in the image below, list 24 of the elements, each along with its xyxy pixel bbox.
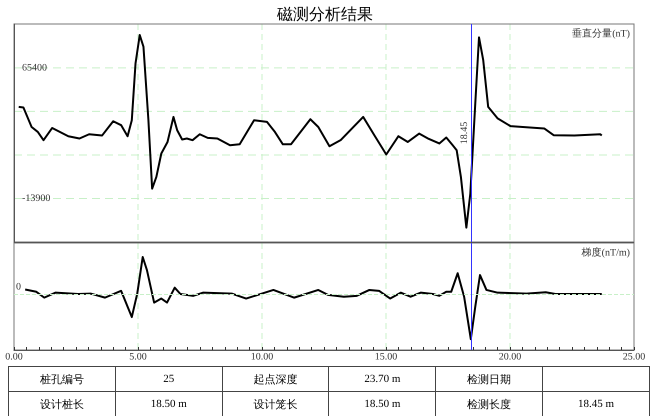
text: 18.50 m — [115, 392, 222, 416]
text: 桩孔编号 — [8, 366, 116, 392]
x-tick-label: 20.00 — [498, 352, 522, 362]
y-tick-label: -13900 — [22, 193, 50, 204]
x-tick-label: 15.00 — [374, 352, 398, 362]
text: 起点深度 — [222, 366, 329, 392]
text: 检测长度 — [436, 392, 543, 416]
x-tick-label: 0.00 — [5, 352, 23, 362]
chart-title: 磁测分析结果 — [276, 6, 373, 24]
text: 检测日期 — [436, 366, 543, 392]
x-tick-label: 25.00 — [622, 352, 646, 362]
ref-line-label: 0 — [16, 282, 21, 293]
text: 23.70 m — [328, 366, 436, 392]
ref-line-label: 18.45 — [459, 122, 470, 144]
y-axis-title: 梯度(nT/m) — [580, 246, 630, 258]
y-tick-label: 65400 — [22, 62, 47, 74]
text: 设计桩长 — [8, 392, 116, 416]
text: 18.50 m — [328, 392, 436, 416]
x-tick-label: 5.00 — [129, 352, 147, 362]
y-axis-title: 垂直分量(nT) — [572, 28, 630, 40]
text: 18.45 m — [542, 392, 650, 416]
text: 25 — [115, 366, 222, 392]
x-tick-label: 10.00 — [250, 352, 274, 362]
text: 设计笼长 — [222, 392, 329, 416]
